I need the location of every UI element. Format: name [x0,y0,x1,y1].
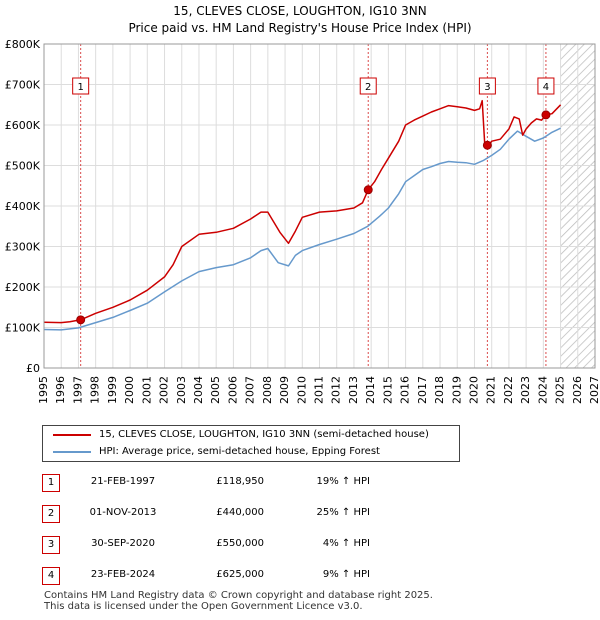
sale-hpi-change: 25% ↑ HPI [316,507,370,518]
x-tick-label: 2012 [330,376,343,404]
x-tick-label: 2008 [261,376,274,404]
sale-label-box [537,77,555,95]
y-tick-label: £400K [5,200,41,213]
x-tick-label: 2001 [140,376,153,404]
x-tick-label: 2020 [467,376,480,404]
sale-date: 30-SEP-2020 [91,538,155,549]
x-tick-label: 2024 [536,376,549,404]
chart-title: 15, CLEVES CLOSE, LOUGHTON, IG10 3NN [173,4,427,18]
sale-row: 2 01-NOV-2013 £440,000 25% ↑ HPI [42,505,462,523]
x-tick-label: 2016 [399,376,412,404]
y-tick-label: £800K [5,38,41,51]
footer: Contains HM Land Registry data © Crown c… [44,590,433,612]
x-tick-label: 2007 [244,376,257,404]
sale-hpi-change: 4% ↑ HPI [322,538,370,549]
y-tick-label: £500K [5,160,41,173]
y-tick-label: £300K [5,241,41,254]
sale-point [76,315,86,325]
x-tick-label: 1995 [37,376,50,404]
hpi-series-line [43,127,561,331]
sale-hpi-change: 19% ↑ HPI [316,476,370,487]
x-tick-label: 2000 [123,376,136,404]
x-tick-label: 2002 [158,376,171,404]
sale-label-box [478,77,496,95]
x-tick-label: 2010 [295,376,308,404]
plot-border [43,43,596,369]
x-tick-label: 1999 [106,376,119,404]
legend-swatch-property [53,434,91,436]
x-tick-label: 1997 [71,376,84,404]
x-tick-label: 2027 [588,376,600,404]
x-tick-label: 2018 [433,376,446,404]
x-tick-label: 2023 [519,376,532,404]
x-tick-label: 2009 [278,376,291,404]
sale-price: £118,950 [216,476,264,487]
footer-licence: This data is licensed under the Open Gov… [44,601,363,612]
x-tick-label: 2003 [175,376,188,404]
y-tick-label: £0 [26,362,40,375]
sale-row: 3 30-SEP-2020 £550,000 4% ↑ HPI [42,536,462,554]
sale-number: 1 [42,474,60,492]
sale-date: 23-FEB-2024 [90,569,156,580]
sale-label-box [359,77,377,95]
x-tick-label: 2014 [364,376,377,404]
y-tick-label: £100K [5,322,41,335]
x-tick-label: 2006 [226,376,239,404]
x-tick-label: 2011 [313,376,326,404]
property-series-line [43,99,562,324]
x-tick-label: 2019 [450,376,463,404]
y-tick-label: £600K [5,119,41,132]
sale-number: 4 [42,567,60,585]
sale-date: 01-NOV-2013 [89,507,157,518]
price-chart: 1 2 3 4 £0 £100K £200K £300K £400K £500K £600K £700… [5,38,600,404]
sale-label-text: 4 [543,82,549,93]
sale-label-text: 3 [484,82,490,93]
legend-swatch-hpi [53,451,91,453]
sale-date: 21-FEB-1997 [90,476,156,487]
x-tick-label: 2026 [571,376,584,404]
legend-label-hpi: HPI: Average price, semi-detached house,… [99,446,380,457]
sale-number: 2 [42,505,60,523]
x-tick-label: 2004 [192,376,205,404]
sale-label-box [72,77,90,95]
x-tick-label: 2022 [502,376,515,404]
x-tick-label: 2021 [485,376,498,404]
y-tick-label: £200K [5,281,41,294]
sale-row: 1 21-FEB-1997 £118,950 19% ↑ HPI [42,474,462,492]
chart-subtitle: Price paid vs. HM Land Registry's House … [128,21,472,35]
sale-label-text: 1 [77,82,83,93]
x-tick-label: 1996 [54,376,67,404]
y-tick-label: £700K [5,79,41,92]
sale-number: 3 [42,536,60,554]
sale-price: £440,000 [216,507,264,518]
sale-price: £550,000 [216,538,264,549]
sale-point [363,185,373,195]
legend: 15, CLEVES CLOSE, LOUGHTON, IG10 3NN (se… [42,425,460,462]
legend-label-property: 15, CLEVES CLOSE, LOUGHTON, IG10 3NN (se… [99,429,429,440]
sale-hpi-change: 9% ↑ HPI [322,569,370,580]
x-tick-label: 2025 [554,376,567,404]
sale-point [482,140,492,150]
x-tick-label: 1998 [89,376,102,404]
x-tick-label: 2015 [381,376,394,404]
sale-row: 4 23-FEB-2024 £625,000 9% ↑ HPI [42,567,462,585]
x-tick-label: 2017 [416,376,429,404]
sale-price: £625,000 [216,569,264,580]
x-tick-label: 2005 [209,376,222,404]
x-tick-label: 2013 [347,376,360,404]
sale-point [541,110,551,120]
footer-copyright: Contains HM Land Registry data © Crown c… [44,590,433,601]
sale-label-text: 2 [365,82,371,93]
